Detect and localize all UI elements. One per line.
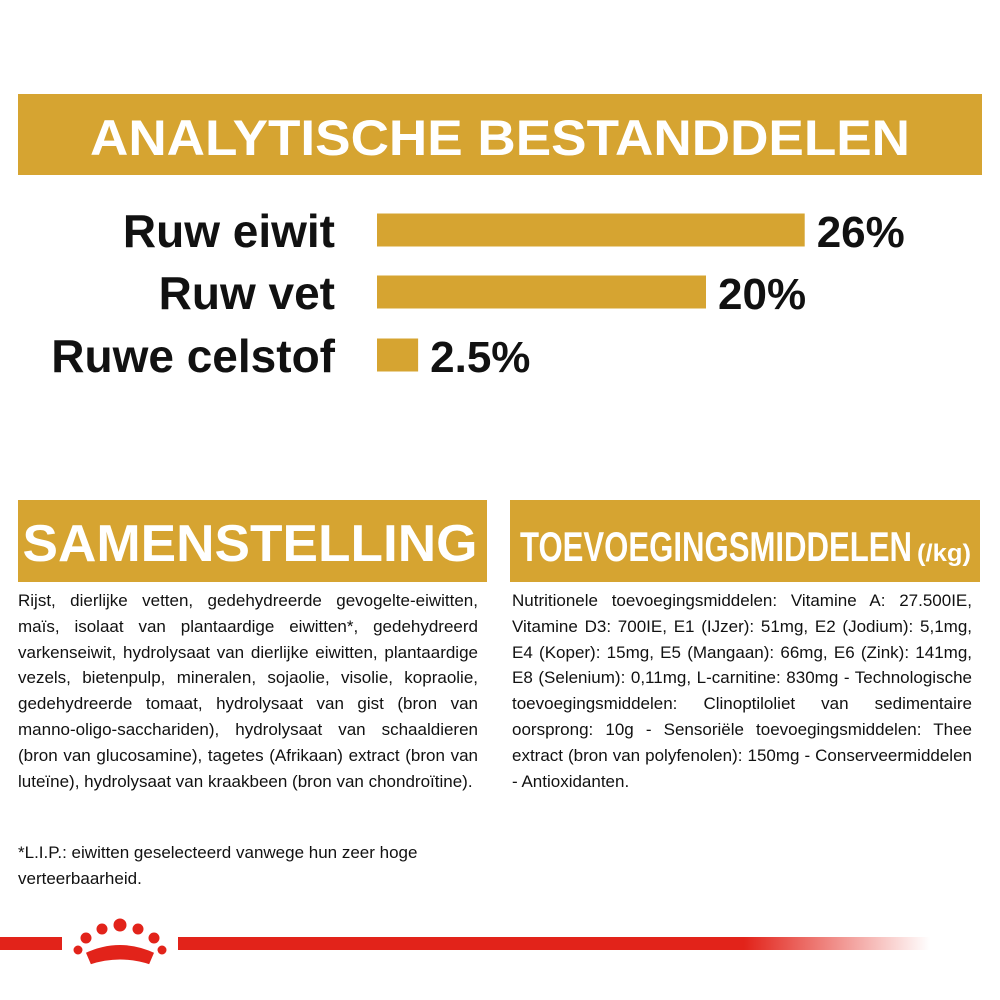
category-label: Ruw vet (159, 267, 335, 319)
bar (377, 338, 419, 372)
value-label: 2.5% (430, 333, 530, 382)
composition-band (18, 500, 487, 582)
bar (377, 275, 706, 309)
value-label: 20% (718, 270, 806, 319)
category-label: Ruwe celstof (51, 330, 335, 382)
additives-text: Nutritionele toevoegingsmiddelen: Vitami… (512, 591, 972, 791)
title: ANALYTISCHE BESTANDDELEN (90, 110, 910, 166)
value-label: 26% (817, 208, 905, 257)
title-band (18, 94, 982, 175)
crown-logo (62, 915, 178, 970)
additives-unit: (/kg) (917, 540, 971, 567)
category-label: Ruw eiwit (123, 205, 335, 257)
composition-title: SAMENSTELLING (23, 515, 478, 573)
bar (377, 213, 805, 247)
composition-footnote: *L.I.P.: eiwitten geselecteerd vanwege h… (18, 843, 418, 888)
additives-band (510, 500, 980, 582)
additives-title: TOEVOEGINGSMIDDELEN (520, 523, 912, 570)
red-line (0, 937, 930, 950)
composition-text: Rijst, dierlijke vetten, gedehydreerde g… (18, 591, 478, 791)
